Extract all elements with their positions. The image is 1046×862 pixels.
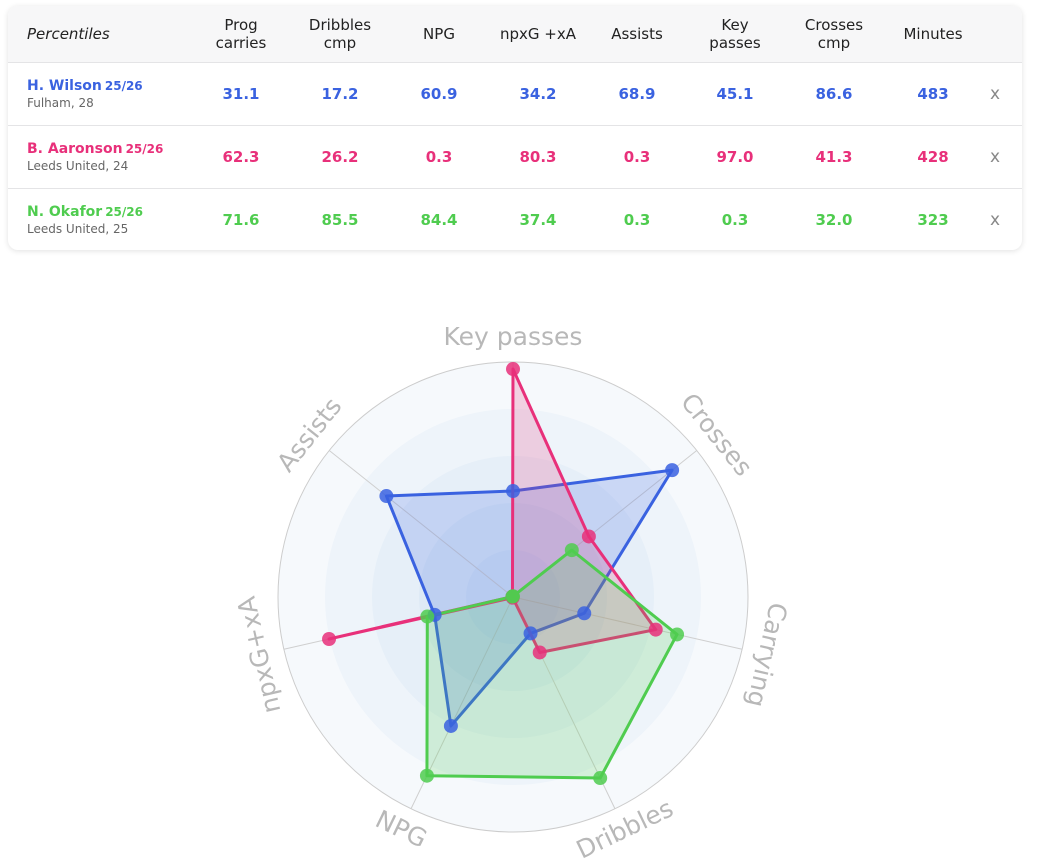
stat-value: 31.1 bbox=[222, 85, 260, 103]
player-row: N. Okafor 25/26 Leeds United, 25 71.6 85.5 84… bbox=[8, 189, 1022, 250]
player-row: H. Wilson 25/26 Fulham, 28 31.1 17.2 60.9 34.2… bbox=[8, 63, 1022, 126]
comparison-table: Percentiles Prog carries Dribbles cmp NPG npxG… bbox=[8, 6, 1022, 250]
radar-point bbox=[505, 589, 520, 604]
column-header: Prog carries bbox=[215, 16, 267, 52]
radar-point bbox=[665, 463, 680, 478]
season: 25/26 bbox=[104, 79, 143, 93]
stat-value: 97.0 bbox=[716, 148, 754, 166]
stat-value: 86.6 bbox=[815, 85, 853, 103]
stat-value: 85.5 bbox=[321, 211, 359, 229]
player-name-text: N. Okafor bbox=[27, 204, 103, 220]
radar-point bbox=[532, 645, 547, 660]
season: 25/26 bbox=[105, 205, 143, 219]
axis-label: Key passes bbox=[444, 322, 583, 351]
remove-button[interactable]: x bbox=[989, 147, 1001, 167]
stat-value: 62.3 bbox=[222, 148, 260, 166]
radar-point bbox=[648, 622, 663, 637]
radar-point bbox=[581, 529, 596, 544]
player-name-text: B. Aaronson bbox=[27, 141, 123, 157]
stat-value: 34.2 bbox=[519, 85, 557, 103]
stat-value: 60.9 bbox=[420, 85, 458, 103]
stat-value: 32.0 bbox=[815, 211, 853, 229]
stat-value: 0.3 bbox=[425, 148, 453, 166]
radar-spoke bbox=[512, 596, 743, 650]
stat-value: 37.4 bbox=[519, 211, 557, 229]
column-header: NPG bbox=[423, 25, 455, 43]
column-header: Minutes bbox=[903, 25, 963, 43]
radar-point bbox=[506, 484, 520, 499]
radar-spoke bbox=[328, 450, 514, 598]
player-row: B. Aaronson 25/26 Leeds United, 24 62.3 26.2… bbox=[8, 126, 1022, 189]
stat-value: 68.9 bbox=[618, 85, 656, 103]
stat-value: 26.2 bbox=[321, 148, 359, 166]
club-age: Leeds United, 24 bbox=[27, 159, 129, 173]
radar-point bbox=[523, 626, 538, 641]
stat-value: 41.3 bbox=[815, 148, 853, 166]
column-header: Dribbles cmp bbox=[308, 16, 372, 52]
player-name-text: H. Wilson bbox=[27, 78, 102, 94]
radar-point bbox=[419, 768, 434, 783]
stat-value: 80.3 bbox=[519, 148, 557, 166]
axis-label: Carrying bbox=[741, 600, 793, 710]
stat-value: 0.3 bbox=[623, 211, 651, 229]
radar-area bbox=[384, 468, 674, 728]
stat-value: 323 bbox=[917, 211, 949, 229]
radar-point bbox=[564, 543, 579, 558]
column-header: Percentiles bbox=[27, 25, 110, 43]
radar-point bbox=[593, 771, 608, 786]
column-header: Crosses cmp bbox=[804, 16, 864, 52]
club-age: Fulham, 28 bbox=[27, 96, 94, 110]
column-header: Assists bbox=[611, 25, 663, 43]
stat-value: 84.4 bbox=[420, 211, 458, 229]
stat-value: 0.3 bbox=[623, 148, 651, 166]
radar-point bbox=[443, 718, 458, 733]
remove-button[interactable]: x bbox=[989, 84, 1001, 104]
radar-area bbox=[425, 548, 679, 780]
player-name: B. Aaronson 25/26 bbox=[27, 141, 163, 157]
stat-value: 17.2 bbox=[321, 85, 359, 103]
radar-point bbox=[322, 631, 337, 646]
stat-value: 483 bbox=[917, 85, 949, 103]
column-header: Key passes bbox=[709, 16, 761, 52]
stat-value: 428 bbox=[917, 148, 949, 166]
club-age: Leeds United, 25 bbox=[27, 222, 129, 236]
remove-button[interactable]: x bbox=[989, 210, 1001, 230]
column-header: npxG +xA bbox=[499, 25, 576, 43]
radar-point bbox=[577, 606, 592, 621]
radar-point bbox=[379, 489, 394, 504]
season: 25/26 bbox=[125, 142, 164, 156]
player-name: H. Wilson 25/26 bbox=[27, 78, 143, 94]
stat-value: 45.1 bbox=[716, 85, 754, 103]
radar-point bbox=[506, 362, 520, 377]
stat-value: 0.3 bbox=[721, 211, 749, 229]
radar-point bbox=[420, 609, 435, 624]
stat-value: 71.6 bbox=[222, 211, 260, 229]
table-header: Percentiles Prog carries Dribbles cmp NPG npxG… bbox=[8, 6, 1022, 63]
radar-point bbox=[670, 627, 685, 642]
player-name: N. Okafor 25/26 bbox=[27, 204, 143, 220]
